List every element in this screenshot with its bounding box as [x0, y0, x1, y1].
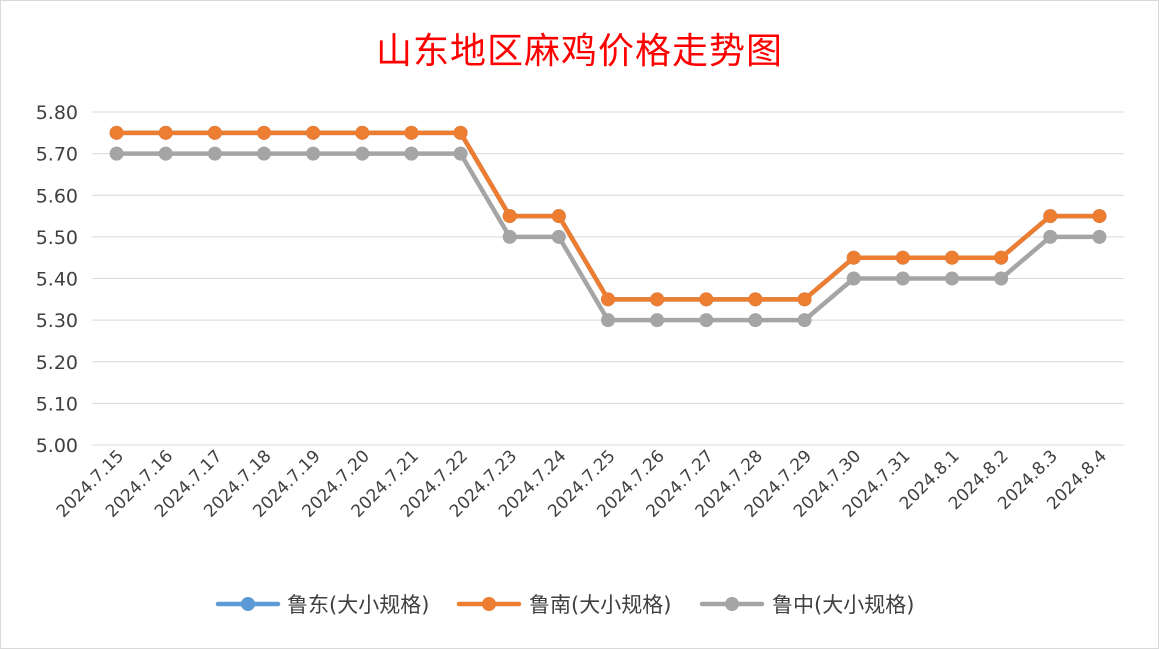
data-point: [699, 313, 714, 328]
y-tick-label: 5.60: [36, 185, 78, 207]
data-point: [404, 146, 419, 161]
data-point: [355, 146, 370, 161]
legend-label: 鲁南(大小规格): [529, 593, 671, 617]
legend-label: 鲁东(大小规格): [287, 593, 429, 617]
data-point: [158, 146, 173, 161]
data-point: [945, 271, 959, 286]
y-axis-ticks: 5.80 5.70 5.60 5.50 5.40 5.30 5.20 5.10 5.00: [36, 102, 78, 457]
legend: 鲁东(大小规格) 鲁南(大小规格) 鲁中(大小规格): [215, 593, 914, 617]
data-point: [158, 125, 173, 140]
data-point: [650, 292, 665, 307]
data-point: [109, 146, 124, 161]
data-point: [551, 229, 566, 244]
data-point: [601, 313, 615, 328]
data-point: [1043, 209, 1058, 224]
data-point: [748, 292, 763, 307]
data-point: [994, 271, 1009, 286]
data-point: [109, 125, 124, 140]
y-tick-label: 5.20: [36, 352, 78, 374]
y-tick-label: 5.00: [36, 435, 78, 457]
series-group: [109, 146, 1107, 328]
data-point: [453, 125, 468, 140]
data-point: [797, 292, 812, 307]
legend-label: 鲁中(大小规格): [772, 593, 914, 617]
series-group: [109, 125, 1107, 307]
legend-swatch-marker: [482, 597, 496, 611]
data-point: [207, 125, 222, 140]
data-point: [257, 146, 271, 161]
data-point: [207, 146, 222, 161]
data-point: [1092, 209, 1107, 224]
data-point: [306, 125, 321, 140]
y-tick-label: 5.40: [36, 269, 78, 291]
y-tick-label: 5.30: [36, 310, 78, 332]
data-point: [453, 146, 468, 161]
data-point: [1043, 229, 1058, 244]
y-tick-label: 5.70: [36, 144, 78, 166]
data-point: [699, 292, 714, 307]
data-point: [895, 250, 910, 265]
data-point: [846, 271, 861, 286]
legend-swatch-marker: [241, 597, 255, 611]
y-tick-label: 5.50: [36, 227, 78, 249]
data-point: [797, 313, 812, 328]
data-point: [895, 271, 910, 286]
series-lines: [109, 125, 1107, 328]
chart-title: 山东地区麻鸡价格走势图: [375, 31, 783, 72]
y-tick-label: 5.10: [36, 393, 78, 415]
data-point: [502, 229, 517, 244]
data-point: [748, 313, 763, 328]
legend-item: 鲁东(大小规格): [215, 593, 429, 617]
data-point: [945, 250, 959, 265]
data-point: [846, 250, 861, 265]
x-axis-ticks: 2024.7.152024.7.162024.7.172024.7.182024…: [53, 446, 1111, 521]
data-point: [551, 209, 566, 224]
data-point: [306, 146, 321, 161]
legend-item: 鲁南(大小规格): [456, 593, 671, 617]
legend-item: 鲁中(大小规格): [699, 593, 914, 617]
y-tick-label: 5.80: [36, 102, 78, 124]
data-point: [601, 292, 615, 307]
data-point: [994, 250, 1009, 265]
data-point: [257, 125, 271, 140]
data-point: [650, 313, 665, 328]
data-point: [355, 125, 370, 140]
legend-swatch-marker: [725, 597, 739, 611]
data-point: [404, 125, 419, 140]
data-point: [1092, 229, 1107, 244]
data-point: [502, 209, 517, 224]
